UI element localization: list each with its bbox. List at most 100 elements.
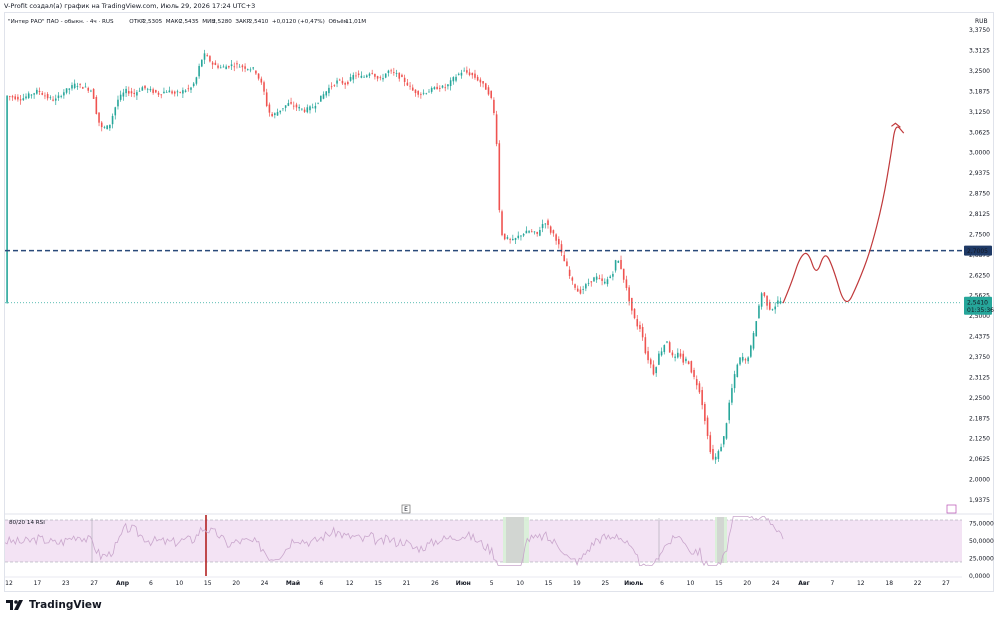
candle-body — [522, 233, 525, 236]
candle-body — [214, 62, 217, 65]
forecast-drawing-path[interactable] — [782, 126, 905, 304]
x-tick-label: 15 — [374, 580, 382, 587]
candle-body — [276, 112, 279, 116]
candle-body — [317, 102, 319, 104]
candle-body — [717, 451, 720, 459]
candle-body — [163, 91, 165, 94]
candle-body — [25, 96, 27, 99]
candle-body — [17, 96, 19, 100]
candle-body — [109, 124, 111, 129]
candle-body — [631, 297, 633, 311]
candle-body — [541, 224, 544, 229]
candle-body — [463, 70, 465, 72]
candle-body — [514, 238, 517, 240]
candle-body — [209, 56, 211, 62]
candle-body — [471, 72, 474, 76]
candle-body — [328, 87, 330, 94]
y-tick-label: 1,9375 — [969, 497, 990, 504]
candle-body — [90, 90, 92, 92]
x-tick-label: 12 — [346, 580, 354, 587]
candle-body — [228, 66, 230, 68]
candle-body — [203, 53, 206, 60]
brand-name: TradingView — [29, 599, 102, 611]
candle-body — [422, 92, 425, 94]
rsi-legend-label: 80/20 14 RSI — [9, 520, 45, 526]
y-tick-label: 3,1875 — [969, 88, 990, 95]
candle-body — [165, 91, 168, 93]
candle-body — [533, 231, 536, 233]
candle-body — [206, 55, 209, 57]
candle-body — [257, 73, 260, 79]
candle-body — [539, 229, 541, 236]
candle-body — [528, 231, 530, 233]
candle-body — [768, 302, 771, 310]
candle-body — [660, 351, 663, 356]
candle-body — [211, 62, 214, 65]
candle-body — [409, 85, 411, 87]
x-tick-label: 5 — [490, 580, 494, 587]
candle-body — [628, 287, 630, 302]
earnings-marker-icon[interactable] — [401, 504, 411, 514]
candle-body — [714, 456, 717, 460]
candle-body — [374, 73, 376, 77]
x-tick-label: 18 — [885, 580, 893, 587]
candle-body — [709, 435, 712, 453]
candle-body — [114, 107, 117, 116]
candle-body — [136, 92, 138, 96]
candle-body — [71, 85, 73, 89]
y-tick-label: 3,3125 — [969, 48, 990, 55]
candle-body — [155, 90, 157, 93]
candle-body — [747, 357, 749, 362]
candle-body — [639, 324, 641, 329]
candle-body — [141, 87, 144, 91]
candle-body — [574, 284, 576, 288]
candle-body — [49, 97, 52, 99]
candle-body — [517, 235, 520, 238]
candle-body — [468, 72, 471, 75]
candle-body — [263, 82, 265, 92]
x-tick-label: 10 — [687, 580, 695, 587]
tradingview-logo-icon — [6, 600, 23, 610]
y-tick-label: 2,1875 — [969, 415, 990, 422]
y-tick-label: 2,4375 — [969, 334, 990, 341]
candle-body — [774, 306, 776, 310]
candle-body — [612, 273, 614, 277]
candle-body — [771, 309, 774, 311]
candle-body — [590, 281, 593, 283]
candle-body — [111, 115, 114, 125]
candle-body — [460, 72, 463, 76]
candle-body — [633, 308, 636, 319]
candle-body — [387, 70, 390, 73]
candle-body — [566, 261, 568, 267]
candle-body — [252, 67, 254, 69]
y-tick-label: 2,5625 — [969, 293, 990, 300]
candle-body — [552, 230, 555, 234]
candle-body — [687, 361, 690, 365]
candle-body — [736, 364, 739, 378]
candle-body — [117, 99, 119, 107]
candle-body — [230, 64, 233, 67]
candle-body — [87, 87, 90, 91]
candle-body — [184, 90, 187, 92]
candle-body — [536, 231, 538, 234]
candle-body — [482, 81, 484, 84]
candle-body — [436, 86, 438, 90]
candle-body — [479, 79, 482, 83]
candle-body — [750, 345, 752, 357]
candle-body — [760, 293, 763, 307]
legend-item: Объём — [329, 19, 348, 25]
candle-body — [609, 276, 611, 279]
rsi-y-tick-label: 75,0000 — [969, 521, 994, 528]
candle-body — [76, 86, 79, 87]
brand-logo: TradingView — [6, 599, 102, 611]
bar-countdown-label: 01:35:36 — [967, 307, 994, 314]
y-tick-label: 2,2500 — [969, 395, 990, 402]
candle-body — [195, 77, 198, 84]
candle-body — [606, 279, 609, 285]
scroll-to-realtime-icon[interactable] — [946, 504, 957, 514]
candle-body — [582, 289, 584, 290]
candle-body — [274, 113, 276, 116]
candle-body — [287, 103, 290, 106]
rsi-highlight-zone — [506, 517, 524, 563]
